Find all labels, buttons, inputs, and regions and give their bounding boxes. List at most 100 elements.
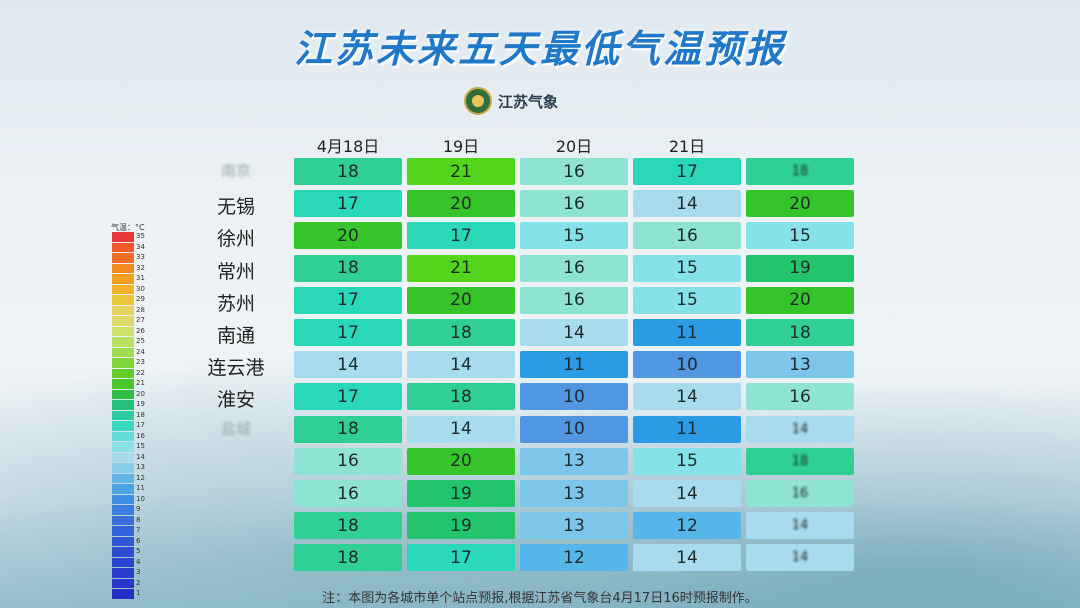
legend-swatch	[112, 284, 134, 295]
temperature-cell: 17	[294, 190, 402, 218]
legend-swatch	[112, 526, 134, 536]
legend-swatch	[112, 568, 134, 578]
temperature-cell: 20	[294, 222, 402, 250]
temperature-cell: 17	[407, 222, 515, 250]
temperature-cell: 14	[407, 415, 515, 443]
temperature-cell: 10	[520, 415, 628, 443]
legend-label: 10	[136, 494, 145, 503]
temperature-cell: 16	[746, 383, 854, 411]
temperature-cell: 19	[407, 512, 515, 540]
temperature-cell: 14	[407, 351, 515, 379]
temperature-cell: 11	[633, 415, 741, 443]
temperature-cell: 17	[294, 383, 402, 411]
temperature-cell: 16	[520, 254, 628, 282]
legend-label: 34	[136, 242, 145, 251]
legend-swatch	[112, 442, 134, 452]
temperature-cell: 20	[407, 447, 515, 475]
legend-swatch	[112, 358, 134, 368]
temperature-cell: 14	[633, 480, 741, 507]
legend-label: 7	[136, 526, 141, 534]
legend-label: 35	[136, 232, 145, 240]
legend-label: 16	[136, 431, 145, 440]
temperature-cell: 17	[633, 158, 741, 185]
temperature-cell: 20	[407, 286, 515, 314]
legend-label: 2	[136, 578, 141, 587]
temperature-cell: 16	[633, 222, 741, 250]
temperature-cell: 14	[520, 319, 628, 346]
legend-label: 8	[136, 515, 141, 524]
legend-swatch	[112, 337, 134, 347]
temperature-cell: 16	[294, 480, 402, 507]
legend-swatch	[112, 515, 134, 526]
legend-swatch	[112, 253, 134, 263]
city-label: 连云港	[207, 357, 265, 380]
temperature-cell: 19	[407, 480, 515, 507]
logo-text: 江苏气象	[498, 92, 559, 111]
temperature-cell: 20	[746, 286, 854, 314]
legend-label: 1	[136, 589, 141, 597]
temperature-cell: 15	[520, 222, 628, 250]
temperature-cell: 17	[294, 286, 402, 314]
legend-swatch	[112, 421, 134, 431]
temperature-cell: 14	[294, 351, 402, 379]
city-label: 盐城	[220, 419, 251, 438]
legend-label: 9	[136, 505, 141, 513]
column-header: 19日	[442, 137, 480, 156]
legend-label: 21	[136, 379, 145, 387]
temperature-cell: 18	[294, 415, 402, 443]
legend-swatch	[112, 494, 134, 505]
legend-swatch	[112, 452, 134, 463]
temperature-cell: 17	[407, 544, 515, 572]
legend-swatch	[112, 400, 134, 410]
temperature-cell: 14	[633, 383, 741, 411]
city-label: 无锡	[216, 196, 255, 219]
legend-swatch	[112, 505, 134, 515]
logo-emblem-icon	[464, 87, 492, 115]
temperature-cell: 10	[633, 351, 741, 379]
legend-label: 22	[136, 368, 145, 377]
legend-label: 25	[136, 337, 145, 345]
legend-label: 14	[136, 452, 145, 461]
legend-title: 气温：°C	[111, 223, 145, 232]
legend-label: 4	[136, 557, 141, 566]
legend-swatch	[112, 368, 134, 379]
column-header: 4月18日	[316, 137, 380, 156]
column-header: 21日	[668, 137, 706, 156]
temperature-cell: 12	[520, 544, 628, 572]
legend-swatch	[112, 305, 134, 316]
legend-label: 32	[136, 263, 145, 272]
legend-label: 31	[136, 274, 145, 282]
temperature-cell: 18	[294, 254, 402, 282]
legend-swatch	[112, 316, 134, 326]
temperature-cell: 21	[407, 158, 515, 185]
legend-label: 23	[136, 358, 145, 366]
temperature-cell: 15	[633, 447, 741, 475]
page-title: 江苏未来五天最低气温预报	[293, 27, 786, 71]
temperature-cell: 14	[746, 544, 854, 572]
temperature-cell: 13	[520, 447, 628, 475]
legend-label: 12	[136, 473, 145, 482]
temperature-cell: 13	[746, 351, 854, 379]
temperature-cell: 15	[633, 254, 741, 282]
temperature-cell: 18	[294, 158, 402, 185]
city-label: 苏州	[216, 292, 255, 315]
legend-label: 28	[136, 305, 145, 314]
legend-label: 29	[136, 295, 145, 303]
temperature-cell: 14	[633, 190, 741, 218]
temperature-cell: 11	[520, 351, 628, 379]
legend-swatch	[112, 557, 134, 568]
legend-label: 3	[136, 568, 141, 576]
legend-label: 18	[136, 410, 145, 419]
temperature-cell: 17	[294, 319, 402, 346]
legend-swatch	[112, 463, 134, 473]
temperature-cell: 13	[520, 512, 628, 540]
temperature-cell: 21	[407, 254, 515, 282]
temperature-cell: 16	[746, 480, 854, 507]
temperature-cell: 14	[746, 512, 854, 540]
temperature-cell: 18	[294, 544, 402, 572]
legend-label: 27	[136, 316, 145, 324]
temperature-cell: 16	[520, 286, 628, 314]
legend-swatch	[112, 326, 134, 337]
legend-swatch	[112, 295, 134, 305]
city-label: 淮安	[216, 389, 255, 412]
